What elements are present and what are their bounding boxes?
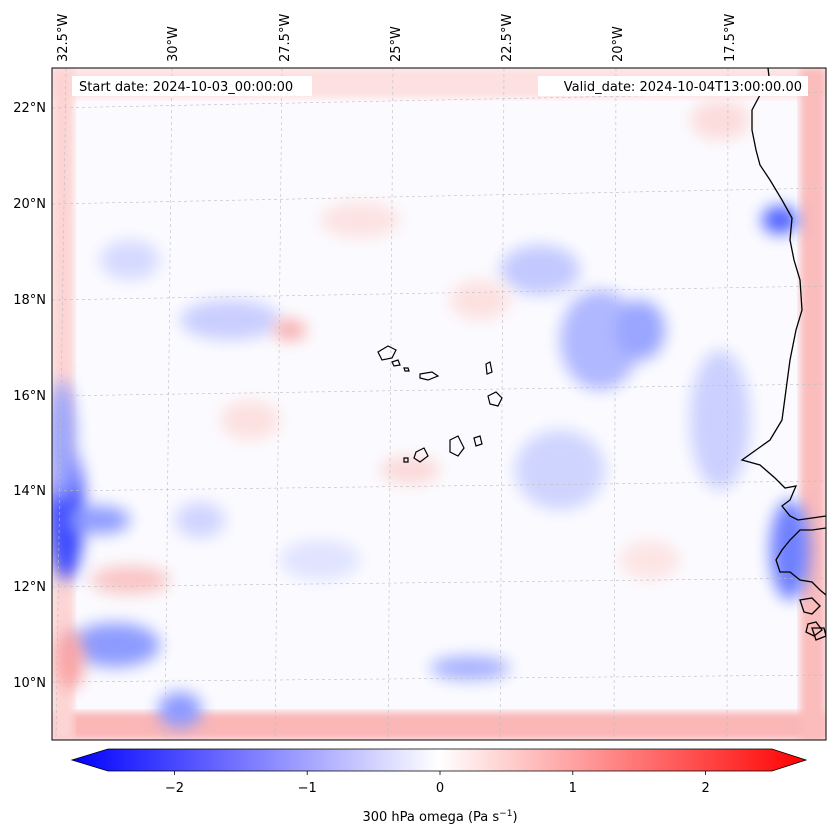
lat-label: 10°N <box>13 676 46 691</box>
lat-label: 14°N <box>13 484 46 499</box>
lon-label: 27.5°W <box>278 14 293 62</box>
omega-field <box>52 68 826 740</box>
graticule <box>52 68 826 740</box>
colorbar-tick-label: 2 <box>701 781 709 796</box>
start-date-text: Start date: 2024-10-03_00:00:00 <box>79 80 293 95</box>
africa-coastline <box>740 68 826 521</box>
lat-label: 16°N <box>13 389 46 404</box>
colorbar: −2 −1 0 1 2 300 hPa omega (Pa s−1) <box>70 748 808 825</box>
lon-label: 20°W <box>611 26 626 62</box>
colorbar-tick-label: 1 <box>569 781 577 796</box>
lon-label: 30°W <box>166 26 181 62</box>
colorbar-bar <box>70 748 808 772</box>
lon-label: 22.5°W <box>500 14 515 62</box>
lon-label: 17.5°W <box>723 14 738 62</box>
map-frame <box>51 67 827 741</box>
colorbar-ticks: −2 −1 0 1 2 <box>165 771 710 796</box>
lat-labels: 22°N 20°N 18°N 16°N 14°N 12°N 10°N <box>13 101 46 691</box>
header: Start date: 2024-10-03_00:00:00 Valid_da… <box>72 76 808 96</box>
valid-date-text: Valid_date: 2024-10-04T13:00:00.00 <box>564 80 802 95</box>
lat-label: 20°N <box>13 197 46 212</box>
lat-label: 22°N <box>13 101 46 116</box>
colorbar-tick-label: −2 <box>165 781 184 796</box>
lat-label: 12°N <box>13 580 46 595</box>
cape-verde-islands <box>377 345 503 463</box>
lon-label: 32.5°W <box>56 14 71 62</box>
colorbar-tick-label: −1 <box>298 781 317 796</box>
colorbar-label: 300 hPa omega (Pa s−1) <box>362 809 517 825</box>
coastline <box>740 68 826 641</box>
lon-label: 25°W <box>389 26 404 62</box>
lat-label: 18°N <box>13 293 46 308</box>
africa-coastline-south <box>775 527 826 596</box>
lon-labels: 32.5°W 30°W 27.5°W 25°W 22.5°W 20°W 17.5… <box>56 14 738 62</box>
colorbar-tick-label: 0 <box>436 781 444 796</box>
